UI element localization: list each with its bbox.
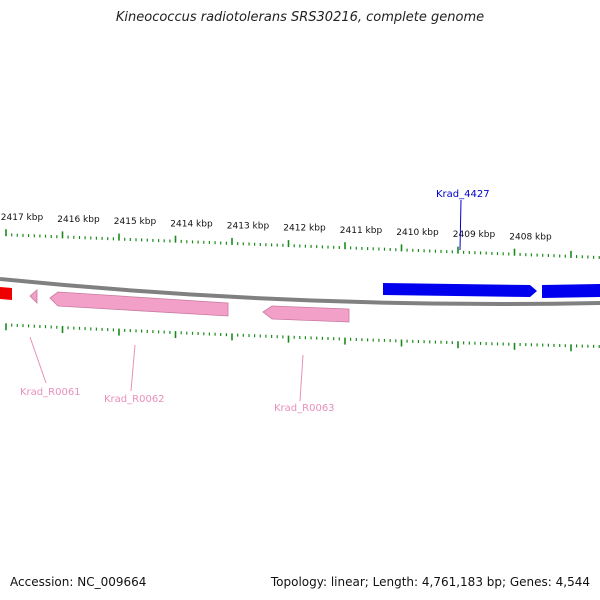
genome-summary-text: Topology: linear; Length: 4,761,183 bp; … — [270, 575, 590, 589]
scale-ticks-inner — [5, 323, 600, 352]
gene-krad-r0063[interactable] — [262, 305, 350, 323]
scale-label: 2411 kbp — [340, 226, 383, 236]
scale-label: 2412 kbp — [283, 224, 326, 234]
gene-krad-r0061[interactable] — [29, 289, 38, 304]
gene-krad-r0063-leader — [299, 354, 304, 402]
gene-red-fragment[interactable] — [0, 287, 12, 300]
gene-krad-r0061-leader — [29, 336, 47, 384]
gene-krad-r0062[interactable] — [49, 291, 229, 317]
scale-labels: 2417 kbp 2416 kbp 2415 kbp 2414 kbp 2413 kbp… — [1, 213, 552, 243]
scale-label: 2415 kbp — [114, 217, 157, 227]
genome-title: Kineococcus radiotolerans SRS30216, comp… — [115, 10, 485, 25]
scale-label: 2417 kbp — [1, 213, 44, 223]
scale-ticks-outer — [5, 229, 600, 259]
scale-label: 2414 kbp — [170, 219, 213, 229]
scale-label: 2410 kbp — [396, 228, 439, 238]
gene-krad-r0062-leader — [130, 344, 136, 392]
gene-krad-4427[interactable] — [383, 283, 537, 297]
scale-label: 2416 kbp — [57, 215, 100, 225]
gene-krad-4427-leader — [459, 199, 462, 251]
gene-krad-r0063-label[interactable]: Krad_R0063 — [274, 403, 335, 414]
gene-krad-r0062-label[interactable]: Krad_R0062 — [104, 394, 165, 405]
gene-krad-4427-label[interactable]: Krad_4427 — [436, 189, 490, 200]
gene-blue-continuation[interactable] — [542, 284, 600, 298]
scale-label: 2408 kbp — [509, 232, 552, 242]
genome-backbone — [0, 277, 600, 306]
accession-text: Accession: NC_009664 — [10, 575, 147, 589]
scale-label: 2413 kbp — [227, 222, 270, 232]
gene-krad-r0061-label[interactable]: Krad_R0061 — [20, 387, 81, 398]
scale-label: 2409 kbp — [453, 230, 496, 240]
